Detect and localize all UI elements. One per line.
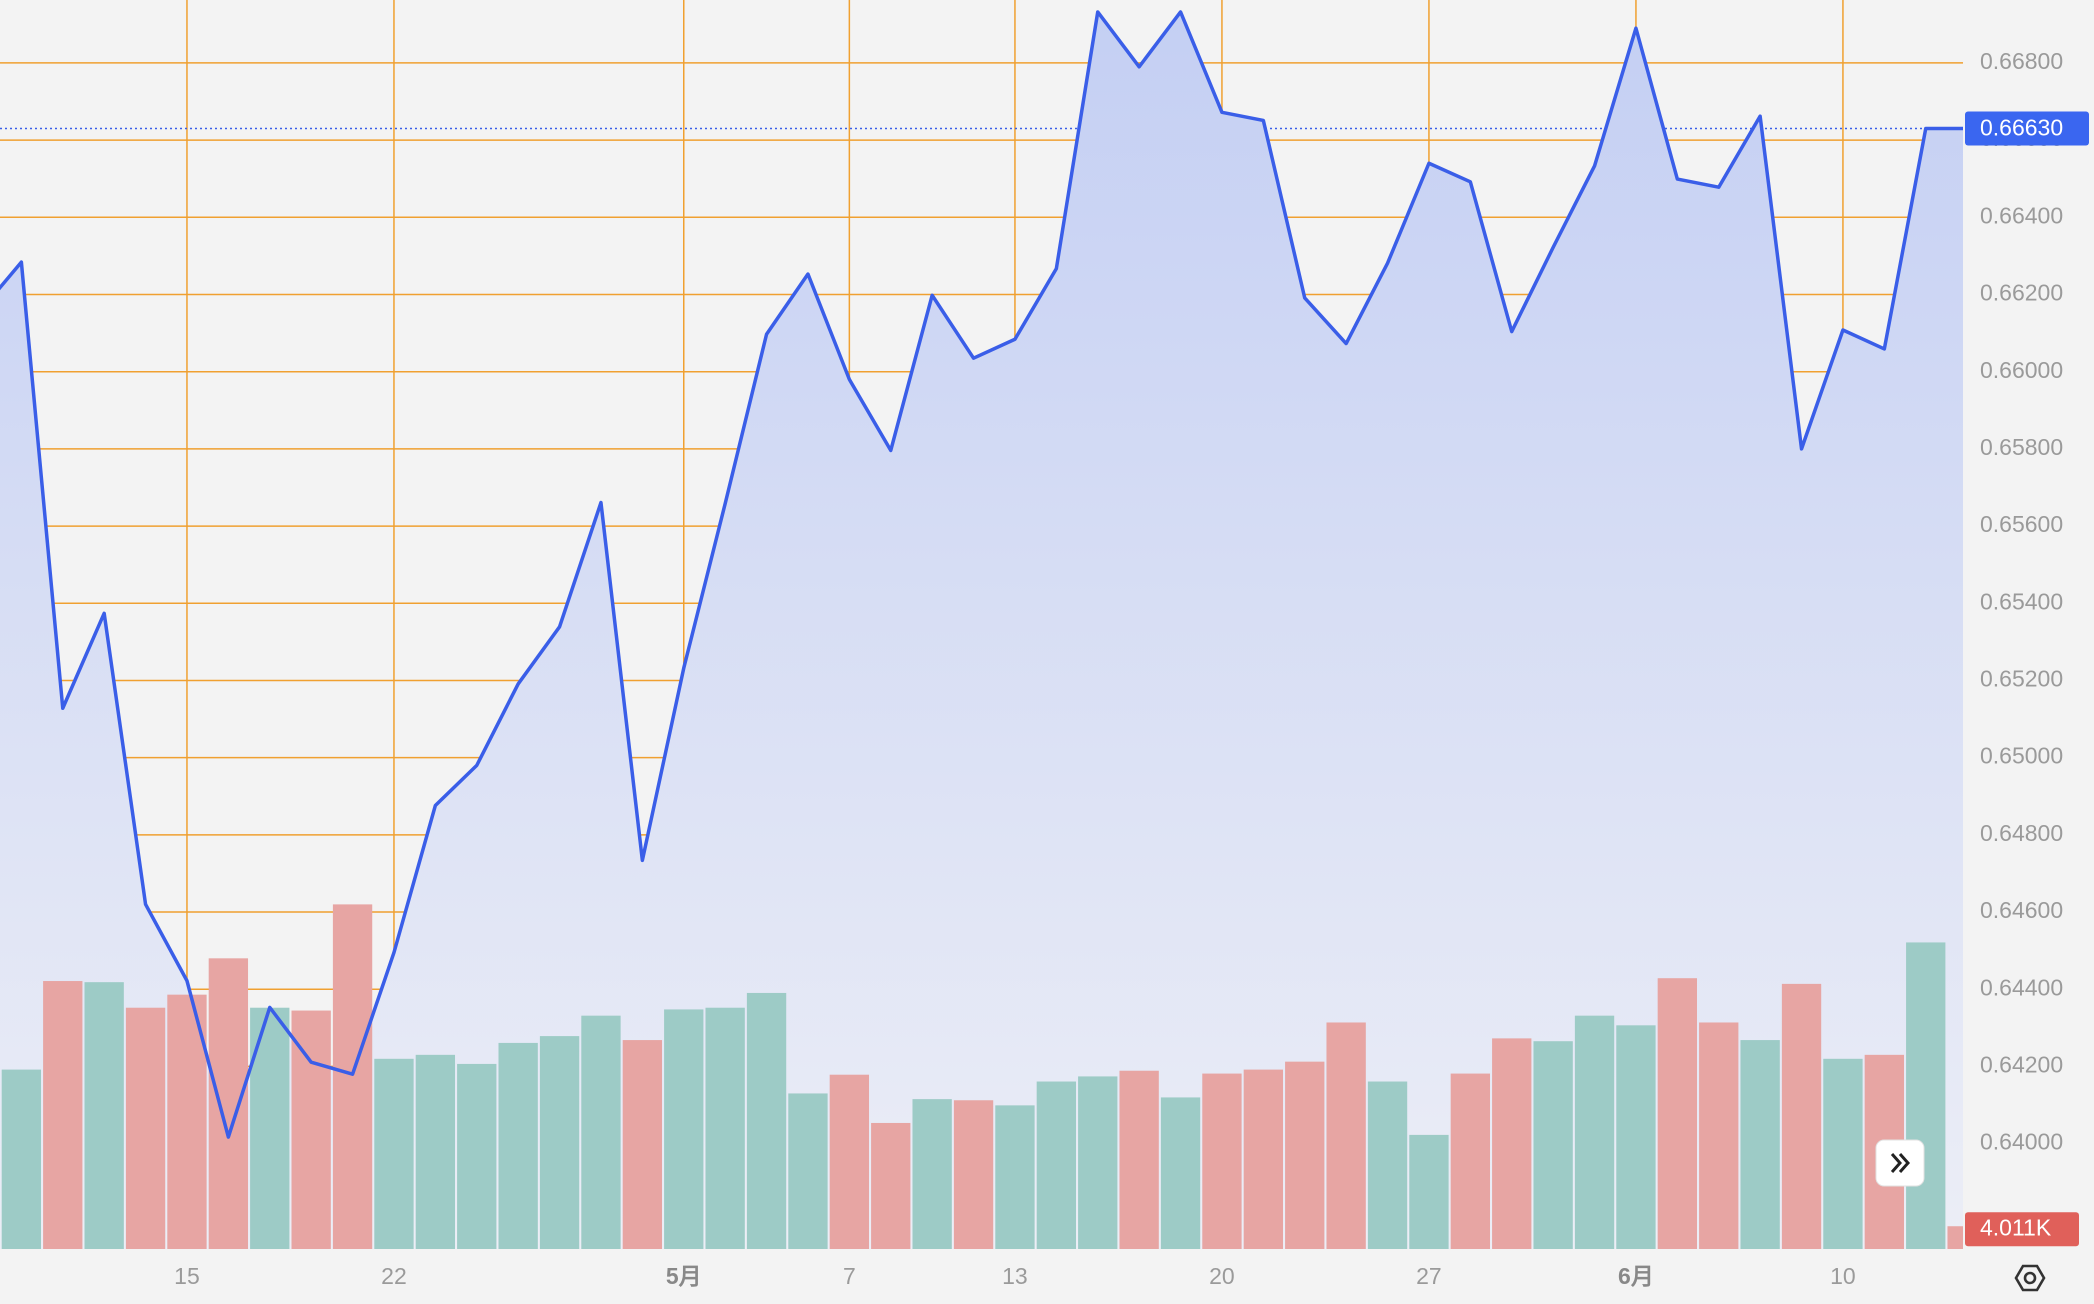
y-tick-label: 0.65800 [1980, 434, 2063, 460]
volume-bar [788, 1093, 828, 1249]
x-tick-label: 27 [1416, 1263, 1442, 1289]
volume-bar [1699, 1022, 1739, 1249]
volume-bar [43, 981, 83, 1249]
volume-bar [1781, 983, 1822, 1249]
volume-bar [622, 1040, 663, 1249]
volume-bar [1533, 1041, 1573, 1249]
volume-bar [1367, 1081, 1408, 1249]
volume-bar [664, 1009, 704, 1249]
volume-bar [1285, 1061, 1325, 1249]
volume-bar [374, 1058, 414, 1249]
volume-bar [1906, 942, 1946, 1249]
volume-bar [953, 1100, 994, 1249]
volume-bar [581, 1015, 621, 1249]
y-tick-label: 0.65000 [1980, 743, 2063, 769]
price-line [0, 10, 1963, 1139]
settings-icon[interactable] [2014, 1264, 2046, 1292]
y-tick-label: 0.66200 [1980, 280, 2063, 306]
y-tick-label: 0.65200 [1980, 666, 2063, 692]
plot-area [0, 10, 1963, 1249]
y-tick-label: 0.64800 [1980, 820, 2063, 846]
x-tick-label: 6月 [1618, 1263, 1654, 1289]
volume-bar [1160, 1097, 1201, 1249]
y-tick-label: 0.66400 [1980, 202, 2063, 228]
volume-bar [829, 1074, 870, 1249]
x-tick-label: 5月 [666, 1263, 702, 1289]
volume-bar [1078, 1076, 1118, 1249]
volume-bar [1574, 1015, 1615, 1249]
x-tick-label: 13 [1002, 1263, 1028, 1289]
volume-bar [1119, 1070, 1159, 1249]
volume-bar [1326, 1022, 1366, 1249]
volume-bar [250, 1007, 290, 1249]
scroll-button[interactable] [1875, 1139, 1925, 1187]
volume-bar [1740, 1040, 1780, 1249]
volume-bar [415, 1054, 456, 1249]
last-volume-box [1965, 1212, 2079, 1247]
last-price-box [1965, 111, 2089, 146]
volume-bar [746, 992, 787, 1249]
volume-bar [332, 904, 373, 1249]
volume-bar [1657, 978, 1698, 1249]
y-tick-label: 0.64000 [1980, 1129, 2063, 1155]
y-tick-label: 0.64600 [1980, 897, 2063, 923]
volume-bar [1823, 1058, 1863, 1249]
volume-bar [125, 1007, 166, 1249]
volume-bar [498, 1042, 538, 1249]
volume-bar [457, 1063, 497, 1249]
y-tick-label: 0.65400 [1980, 588, 2063, 614]
y-tick-label: 0.65600 [1980, 511, 2063, 537]
volume-bar [705, 1007, 745, 1249]
y-tick-label: 0.64200 [1980, 1052, 2063, 1078]
axes: 0.64000 0.64200 0.64400 0.64600 0.64800 0.650… [174, 48, 2089, 1289]
x-tick-label: 20 [1209, 1263, 1235, 1289]
y-tick-label: 0.66800 [1980, 48, 2063, 74]
y-tick-label: 0.66000 [1980, 357, 2063, 383]
volume-bar [1409, 1134, 1449, 1249]
volume-bar [1036, 1081, 1077, 1249]
price-area [0, 11, 1963, 1249]
volume-bar [84, 982, 124, 1249]
volume-bar [1947, 1226, 1963, 1249]
volume-bar [871, 1122, 911, 1249]
volume-bar [1, 1069, 42, 1249]
y-tick-label: 0.64400 [1980, 974, 2063, 1000]
volume-bar [1450, 1073, 1491, 1249]
volume-bar [1492, 1038, 1532, 1249]
volume-bar [995, 1105, 1035, 1249]
last-volume-label: 4.011K [1980, 1214, 2052, 1240]
volume-bar [539, 1036, 580, 1249]
volume-bar [1616, 1025, 1656, 1249]
x-tick-label: 10 [1830, 1263, 1856, 1289]
volume-bar [208, 958, 249, 1249]
volume-bar [912, 1099, 952, 1249]
volume-bar [1202, 1073, 1242, 1249]
last-price-label: 0.66630 [1980, 115, 2063, 141]
volume-bar [1243, 1069, 1284, 1249]
x-tick-label: 15 [174, 1263, 200, 1289]
volume-bar [291, 1010, 331, 1249]
x-tick-label: 22 [381, 1263, 407, 1289]
x-tick-label: 7 [843, 1263, 856, 1289]
